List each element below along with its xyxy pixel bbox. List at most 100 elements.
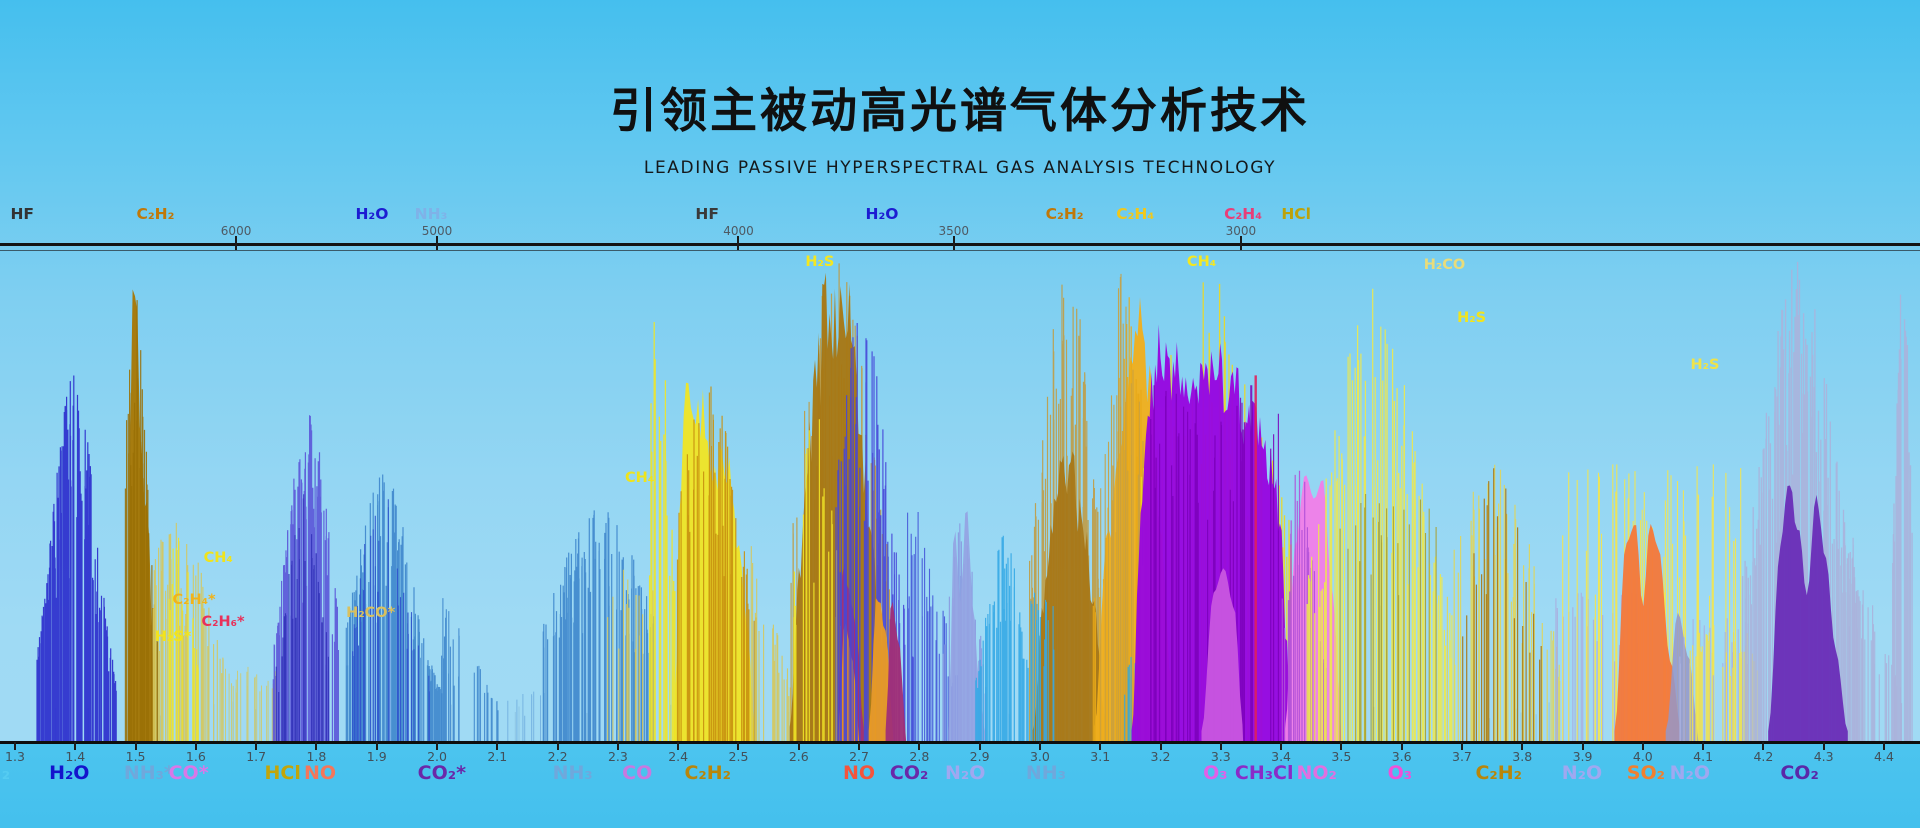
bottom-axis-tick	[978, 742, 981, 750]
bottom-axis-molecule-label: N₂O	[1669, 762, 1711, 784]
band-lines-NH3	[1030, 592, 1055, 741]
bottom-axis-tick	[616, 742, 619, 750]
plot-molecule-label: CH₄	[203, 550, 233, 566]
top-axis-line	[0, 243, 1920, 246]
band-mass-NO-CO2	[885, 601, 907, 741]
top-axis-tick	[737, 236, 740, 250]
band-lines-NH3	[975, 535, 1029, 741]
bottom-axis-tick-label: 2.2	[547, 749, 568, 764]
plot-molecule-label: C₂H₆*	[201, 614, 245, 630]
bottom-axis-molecule-label: CO₂	[1780, 762, 1819, 784]
plot-molecule-label: C₂H₄*	[172, 592, 216, 608]
bottom-axis-tick	[315, 742, 318, 750]
bottom-axis-tick	[496, 742, 499, 750]
bottom-axis-tick	[1641, 742, 1644, 750]
bottom-axis-tick-label: 1.5	[125, 749, 146, 764]
band-mass-CO2	[1768, 485, 1848, 741]
band-mass-O3	[1201, 568, 1244, 741]
plot-molecule-label: CH₄	[1186, 254, 1217, 270]
bottom-axis-tick	[255, 742, 258, 750]
bottom-axis-molecule-label: NO	[304, 762, 337, 784]
bottom-axis-tick-label: 3.0	[1029, 749, 1050, 764]
bottom-axis-molecule-label: CO₂	[889, 762, 929, 784]
bottom-axis-molecule-label: C₂H₂	[1475, 762, 1522, 784]
top-axis-tick-label: 6000	[220, 224, 252, 238]
bottom-axis-tick	[1038, 742, 1041, 750]
bottom-axis-tick	[1822, 742, 1825, 750]
band-lines-C2H2-CH4	[676, 386, 757, 741]
bottom-axis-tick	[918, 742, 921, 750]
bottom-axis-molecule-label: NH₃	[552, 762, 593, 784]
band-lines-CO2	[507, 691, 545, 741]
bottom-axis-molecule-label: C₂H₂	[684, 762, 731, 784]
band-lines-C2H2-CH4	[648, 322, 676, 741]
band-lines-C2H2	[1462, 468, 1542, 741]
bottom-axis-tick-label: 1.8	[306, 749, 327, 764]
band-lines-CO2	[1892, 294, 1913, 741]
bottom-axis-tick	[677, 742, 680, 750]
plot-molecule-label: CH₄	[625, 470, 655, 486]
bottom-axis-tick-label: 3.2	[1150, 749, 1171, 764]
bottom-axis-tick-label: 3.8	[1512, 749, 1533, 764]
bottom-axis-tick	[797, 742, 800, 750]
bottom-axis-molecule-label: ₂	[1, 762, 11, 784]
bottom-axis-molecule-label: O₃	[1387, 762, 1413, 784]
band-lines-H2O	[36, 375, 117, 741]
bottom-axis-molecule-label: NO	[843, 762, 876, 784]
bottom-axis-tick-label: 4.2	[1753, 749, 1774, 764]
bottom-axis-tick	[1159, 742, 1162, 750]
bottom-axis-tick	[1219, 742, 1222, 750]
top-axis-molecule-label: C₂H₂	[1045, 205, 1084, 223]
bottom-axis-molecule-label: H₂O	[49, 762, 90, 784]
band-lines-HCl-NO-H2CO	[275, 494, 329, 741]
bottom-axis-molecule-label: N₂O	[944, 762, 986, 784]
bottom-axis-tick-label: 1.9	[366, 749, 387, 764]
bottom-axis-tick-label: 2.9	[969, 749, 990, 764]
bottom-axis-tick	[1460, 742, 1463, 750]
bottom-axis-tick-label: 2.5	[728, 749, 749, 764]
bottom-axis-tick-label: 3.1	[1090, 749, 1111, 764]
top-axis-molecule-label: HF	[695, 205, 719, 223]
bottom-axis-tick	[556, 742, 559, 750]
bottom-axis-molecule-label: O₃	[1203, 762, 1228, 784]
top-axis-molecule-label: C₂H₄	[1224, 205, 1263, 223]
bottom-axis-molecule-label: NO₂	[1296, 762, 1337, 784]
band-mass-SO2	[1614, 523, 1682, 741]
bottom-axis-tick	[858, 742, 861, 750]
plot-molecule-label: H₂S	[805, 254, 835, 270]
top-axis-tick-label: 3500	[938, 224, 970, 238]
plot-molecule-label: H₂S*	[154, 629, 192, 645]
bottom-axis-tick-label: 4.3	[1813, 749, 1834, 764]
top-axis-tick-label: 5000	[421, 224, 453, 238]
top-axis-molecule-label: C₂H₂	[136, 205, 175, 223]
band-lines-H2S	[168, 537, 199, 741]
band-lines-CH4	[225, 666, 276, 741]
band-lines-CO2	[441, 598, 499, 741]
bottom-axis-tick-label: 2.0	[427, 749, 447, 764]
band-lines-H2S-CH4	[1339, 494, 1437, 741]
bottom-axis-tick	[74, 742, 77, 750]
bottom-axis-tick	[1581, 742, 1584, 750]
bottom-axis-tick	[375, 742, 378, 750]
bottom-axis-tick-label: 3.3	[1210, 749, 1231, 764]
band-lines-C2H2	[1446, 464, 1561, 741]
band-lines-H2O-CO2	[352, 499, 430, 741]
top-axis-tick-label: 4000	[723, 224, 754, 238]
top-axis-molecule-label: C₂H₄	[1116, 205, 1155, 223]
bottom-axis-tick	[14, 742, 16, 750]
top-axis-molecule-label: HF	[10, 205, 35, 223]
page-subtitle: LEADING PASSIVE HYPERSPECTRAL GAS ANALYS…	[643, 158, 1277, 178]
bottom-axis-tick	[134, 742, 137, 750]
bottom-axis-molecule-label: HCl	[264, 762, 301, 784]
top-axis-tick-label: 3000	[1225, 224, 1257, 238]
bottom-axis-tick	[1702, 742, 1705, 750]
bottom-axis-tick-label: 3.9	[1572, 749, 1593, 764]
bottom-axis-tick	[1099, 742, 1102, 750]
plot-molecule-label: H₂CO	[1423, 257, 1466, 273]
plot-molecule-label: H₂S	[1457, 310, 1487, 326]
bottom-axis-line	[0, 741, 1920, 744]
bottom-axis-molecule-label: NH₃	[1025, 762, 1067, 784]
bottom-axis-molecule-label: N₂O	[1561, 762, 1603, 784]
band-lines-CH3Cl	[1150, 385, 1279, 741]
page-title: 引领主被动高光谱气体分析技术	[610, 84, 1310, 139]
